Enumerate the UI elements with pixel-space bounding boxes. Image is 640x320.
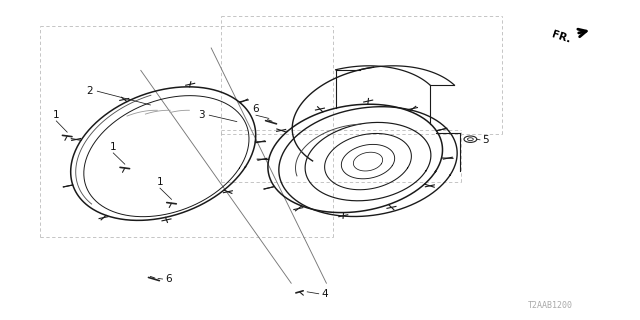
Text: 2: 2	[86, 86, 93, 96]
Text: 1: 1	[110, 142, 116, 152]
Text: T2AAB1200: T2AAB1200	[528, 301, 573, 310]
Text: 6: 6	[253, 104, 259, 114]
Text: 3: 3	[198, 110, 205, 120]
Text: 5: 5	[483, 135, 489, 145]
Text: 1: 1	[157, 177, 163, 187]
Text: 1: 1	[53, 110, 60, 120]
Text: FR.: FR.	[550, 29, 572, 44]
Text: 4: 4	[322, 289, 328, 299]
Text: 6: 6	[165, 274, 172, 284]
